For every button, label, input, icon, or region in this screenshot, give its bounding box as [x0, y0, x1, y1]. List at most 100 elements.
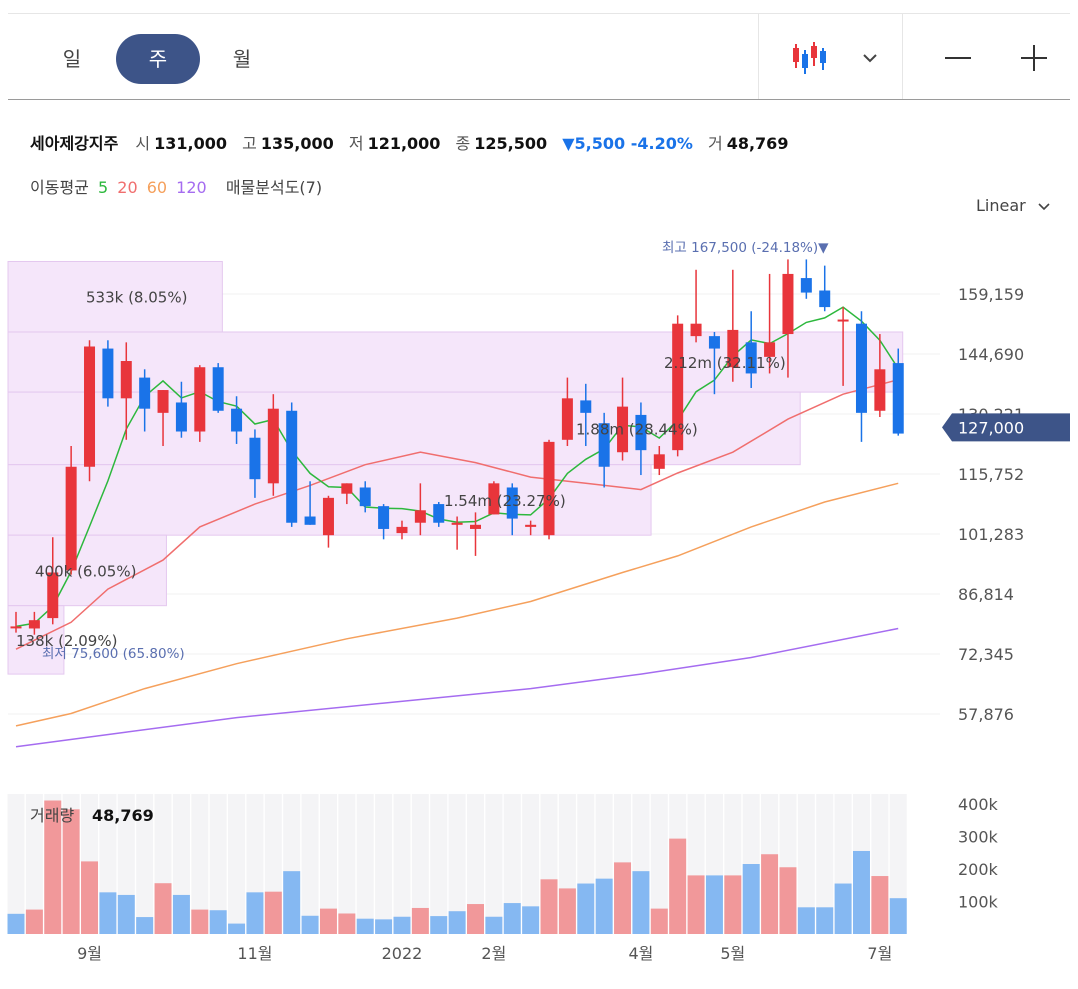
volume-column-bg: [687, 794, 705, 934]
volume-bar: [283, 871, 301, 934]
period-day-button[interactable]: 일: [62, 47, 82, 71]
volume-column-bg: [264, 794, 282, 934]
volume-bar: [99, 892, 117, 934]
volume-column-bg: [669, 794, 687, 934]
candle: [157, 390, 169, 447]
volume-column-bg: [62, 794, 80, 934]
volume-bar: [228, 923, 246, 934]
candle-body: [800, 278, 812, 293]
volume-tick-label: 400k: [958, 795, 999, 814]
candle-body: [359, 487, 371, 507]
profile-label: 138k (2.09%): [16, 632, 117, 650]
ma-label[interactable]: 이동평균: [30, 178, 89, 197]
ma20-line: [15, 378, 899, 650]
ma60-legend: 60: [146, 178, 168, 197]
chart-type-button[interactable]: [780, 34, 840, 82]
volume-bar: [797, 907, 815, 934]
zoom-in-button[interactable]: [1012, 34, 1056, 82]
volume-bar: [375, 919, 393, 934]
period-week-button[interactable]: 주: [116, 34, 200, 84]
price-change: ▼5,500 -4.20%: [562, 134, 693, 153]
candle-body: [892, 363, 904, 434]
volume-column-bg: [577, 794, 595, 934]
candle: [506, 483, 518, 536]
high-label: 고: [242, 134, 257, 153]
candle: [653, 446, 665, 476]
candle-body: [525, 524, 537, 527]
volume-tick-label: 200k: [958, 860, 999, 879]
volume-column-bg: [448, 794, 466, 934]
volume-bar: [687, 875, 705, 934]
candle-body: [47, 572, 59, 619]
stock-name: 세아제강지주: [30, 134, 119, 153]
volume-bar: [724, 875, 742, 934]
candle-body: [782, 273, 794, 335]
candle-body: [341, 483, 353, 494]
candle: [304, 481, 316, 525]
scale-selector[interactable]: Linear: [976, 196, 1051, 215]
volume-column-bg: [136, 794, 154, 934]
candle-body: [120, 361, 132, 399]
candle: [322, 495, 334, 548]
volume-bar: [393, 916, 411, 934]
candle-body: [10, 626, 22, 629]
volume-column-bg: [614, 794, 632, 934]
volume-column-bg: [319, 794, 337, 934]
candle: [543, 439, 555, 540]
candle: [286, 402, 298, 527]
toolbar-separator: [758, 14, 759, 99]
volume-column-bg: [724, 794, 742, 934]
candle-body: [28, 620, 40, 629]
volume-bar: [136, 917, 154, 934]
candle-body: [745, 342, 757, 374]
chevron-down-icon: [863, 54, 877, 63]
candle-body: [506, 487, 518, 519]
volume-value: 48,769: [726, 134, 789, 153]
low-label: 저: [348, 134, 364, 153]
ma120-legend: 120: [176, 178, 207, 197]
price-axis: 159,159 144,690 130,221 115,752 101,283 86,81…: [958, 285, 1024, 724]
candle-body: [855, 323, 867, 413]
profile-label: 1.88m (28.44%): [576, 420, 698, 438]
candle-body: [267, 408, 279, 484]
candle: [396, 520, 408, 540]
annotations: 최고 167,500 (-24.18%)▼ 최저 75,600 (65.80%) 1…: [42, 240, 1070, 662]
chart-toolbar: 일 주 월: [0, 0, 1078, 100]
candle-body: [727, 329, 739, 368]
zoom-out-button[interactable]: [936, 34, 980, 82]
volume-bar: [117, 894, 135, 934]
volume-profile: [7, 260, 904, 675]
grid-lines: [8, 293, 940, 715]
time-axis: 9월 11월 2022 2월 4월 5월 7월: [77, 944, 892, 963]
candle-body: [157, 390, 169, 413]
candle-body: [433, 504, 445, 523]
volume-column-bg: [7, 794, 25, 934]
volume-panel-value: 48,769: [92, 806, 154, 825]
y-tick-label: 72,345: [958, 645, 1014, 664]
candle-body: [102, 348, 114, 399]
profile-bar: [7, 534, 167, 607]
volume-column-bg: [503, 794, 521, 934]
volume-bar: [81, 861, 99, 934]
profile-labels: 533k (8.05%) 2.12m (32.11%) 1.88m (28.44%)…: [16, 289, 786, 650]
period-month-button[interactable]: 월: [232, 47, 252, 71]
profile-label: 2.12m (32.11%): [664, 354, 786, 372]
chart-type-dropdown[interactable]: [852, 34, 888, 82]
volume-column-bg: [522, 794, 540, 934]
volume-bar: [301, 915, 319, 934]
profile-bar: [7, 260, 223, 333]
candle: [764, 273, 776, 374]
volume-column-bg: [816, 794, 834, 934]
volume-column-bg: [25, 794, 43, 934]
volume-bar: [411, 907, 429, 934]
candle-body: [653, 454, 665, 469]
plus-icon: [1021, 45, 1047, 71]
volume-column-bg: [375, 794, 393, 934]
ohlc-info: 세아제강지주 시 131,000 고 135,000 저 121,000 종 125,5…: [30, 130, 798, 154]
volume-profile-label[interactable]: 매물분석도(7): [225, 178, 323, 197]
volume-bar: [834, 883, 852, 934]
low-value: 121,000: [367, 134, 441, 153]
volume-bar: [522, 906, 540, 934]
volume-column-bg: [44, 794, 62, 934]
volume-panel-label: 거래량: [30, 806, 74, 825]
